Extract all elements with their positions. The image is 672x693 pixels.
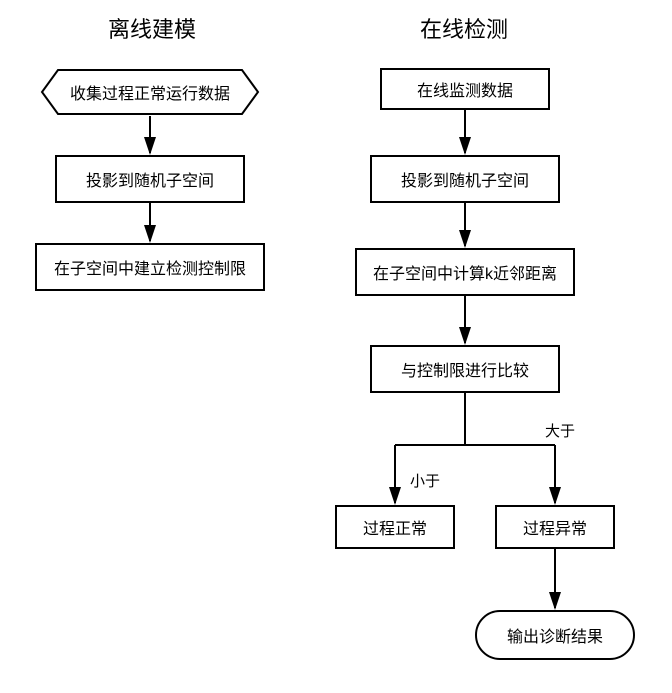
node-collect-data: 收集过程正常运行数据: [40, 68, 260, 116]
node-compare-label: 与控制限进行比较: [401, 357, 529, 381]
node-online-data-label: 在线监测数据: [417, 77, 513, 101]
node-abnormal: 过程异常: [495, 505, 615, 549]
node-knn: 在子空间中计算k近邻距离: [355, 248, 575, 296]
node-normal: 过程正常: [335, 505, 455, 549]
node-build-limit-label: 在子空间中建立检测控制限: [54, 255, 246, 279]
node-project-left-label: 投影到随机子空间: [86, 167, 214, 191]
node-build-limit: 在子空间中建立检测控制限: [35, 243, 265, 291]
node-project-right: 投影到随机子空间: [370, 155, 560, 203]
node-project-right-label: 投影到随机子空间: [401, 167, 529, 191]
title-offline: 离线建模: [108, 12, 196, 44]
node-knn-label: 在子空间中计算k近邻距离: [373, 260, 557, 284]
node-normal-label: 过程正常: [363, 515, 427, 539]
node-output-label: 输出诊断结果: [507, 623, 603, 647]
node-online-data: 在线监测数据: [380, 68, 550, 110]
edge-label-lt: 小于: [410, 470, 440, 491]
node-collect-data-label: 收集过程正常运行数据: [70, 80, 230, 104]
title-online: 在线检测: [420, 12, 508, 44]
node-abnormal-label: 过程异常: [523, 515, 587, 539]
node-output: 输出诊断结果: [475, 610, 635, 660]
node-compare: 与控制限进行比较: [370, 345, 560, 393]
node-project-left: 投影到随机子空间: [55, 155, 245, 203]
edge-label-gt: 大于: [545, 420, 575, 441]
